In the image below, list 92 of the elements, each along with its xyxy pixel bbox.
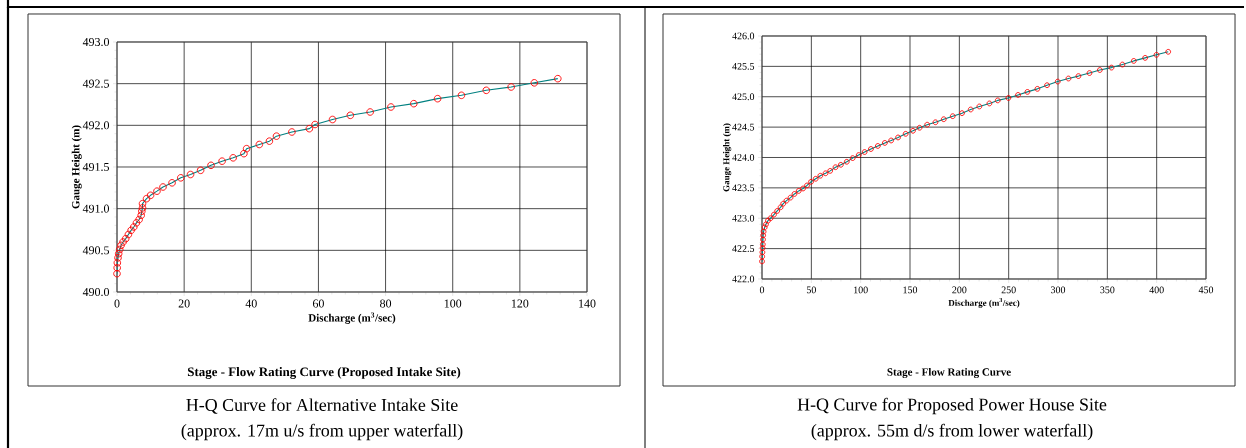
- point: [121, 234, 130, 243]
- point: [115, 245, 124, 254]
- point: [113, 269, 121, 278]
- x-tick-label: 450: [1198, 286, 1214, 294]
- point: [138, 207, 146, 215]
- point: [177, 174, 185, 182]
- point: [305, 124, 314, 133]
- point: [130, 223, 138, 231]
- point: [530, 79, 539, 87]
- point: [433, 94, 442, 103]
- point: [137, 211, 145, 220]
- point: [482, 86, 491, 95]
- point: [124, 230, 133, 239]
- point: [554, 74, 562, 83]
- point: [135, 215, 143, 224]
- point: [138, 204, 147, 212]
- y-tick-label: 424.5: [732, 123, 755, 131]
- point: [346, 111, 355, 120]
- point: [507, 83, 515, 91]
- y-tick-label: 491.5: [82, 162, 110, 172]
- y-axis-title: Gauge Height (m): [723, 123, 732, 192]
- point: [457, 91, 466, 100]
- text: Stage - Flow Rating Curve: [887, 368, 1011, 379]
- y-tick-label: 423.5: [732, 184, 755, 192]
- text: Stage - Flow Rating Curve (Proposed Intake Site): [187, 367, 461, 379]
- x-tick-label: 0: [759, 286, 765, 294]
- x-tick-label: 350: [1100, 286, 1115, 294]
- point: [240, 149, 248, 158]
- x-tick-label: 250: [1001, 286, 1016, 294]
- y-tick-label: 493.0: [82, 37, 110, 47]
- x-tick-label: 200: [952, 286, 967, 294]
- y-tick-label: 422.5: [732, 245, 755, 252]
- x-tick-label: 60: [312, 299, 324, 308]
- y-tick-label: 492.5: [82, 79, 110, 88]
- x-tick-label: 80: [380, 299, 392, 308]
- y-tick-label: 424.0: [732, 154, 755, 161]
- point: [168, 179, 176, 187]
- point: [366, 108, 374, 116]
- point: [186, 170, 195, 179]
- point: [255, 140, 264, 149]
- x-tick-label: 400: [1149, 286, 1164, 294]
- point: [410, 99, 418, 108]
- y-tick-label: 490.0: [82, 287, 110, 297]
- point: [229, 154, 237, 162]
- point: [159, 183, 167, 191]
- point: [153, 187, 161, 195]
- y-tick-label: 490.5: [82, 246, 110, 255]
- point: [196, 166, 205, 175]
- point: [272, 132, 281, 140]
- point: [142, 194, 151, 203]
- x-tick-label: 20: [178, 299, 190, 308]
- y-tick-label: 426.0: [732, 32, 755, 40]
- point: [132, 219, 141, 227]
- point: [114, 249, 123, 258]
- point: [218, 157, 226, 165]
- point: [138, 199, 147, 208]
- text: (approx. 17m u/s from upper waterfall): [181, 423, 463, 441]
- point: [242, 144, 251, 153]
- point: [117, 241, 125, 250]
- x-tick-label: 120: [511, 299, 529, 308]
- point: [265, 137, 274, 145]
- x-tick-label: 40: [245, 299, 257, 308]
- point: [146, 191, 155, 200]
- x-tick-label: 100: [444, 299, 462, 308]
- x-tick-label: 300: [1051, 286, 1066, 294]
- x-tick-label: 100: [854, 286, 868, 294]
- text: H-Q Curve for Proposed Power House Site: [797, 397, 1107, 415]
- point: [328, 115, 337, 124]
- point: [387, 103, 395, 111]
- x-tick-label: 140: [579, 299, 596, 308]
- x-axis-title: Discharge (m$^{3}$/sec): [308, 312, 396, 324]
- point: [207, 161, 215, 170]
- point: [127, 226, 135, 235]
- y-tick-label: 491.0: [82, 204, 110, 213]
- x-tick-label: 150: [903, 286, 918, 294]
- point: [114, 254, 122, 262]
- y-tick-label: 492.0: [82, 121, 110, 130]
- point: [119, 238, 127, 246]
- y-axis-title: Gauge Height (m): [71, 125, 82, 209]
- y-tick-label: 422.0: [732, 275, 755, 283]
- text: H-Q Curve for Alternative Intake Site: [186, 398, 458, 414]
- y-tick-label: 425.5: [732, 63, 755, 70]
- y-tick-label: 423.0: [732, 214, 755, 222]
- x-tick-label: 0: [114, 299, 120, 308]
- point: [311, 120, 319, 129]
- point: [113, 264, 121, 272]
- y-tick-label: 425.0: [732, 93, 755, 101]
- x-axis-title: Discharge (m$^{3}$/sec): [948, 298, 1020, 308]
- point: [113, 259, 122, 267]
- point: [288, 128, 296, 136]
- text: (approx. 55m d/s from lower waterfall): [811, 423, 1093, 441]
- x-tick-label: 50: [806, 286, 816, 294]
